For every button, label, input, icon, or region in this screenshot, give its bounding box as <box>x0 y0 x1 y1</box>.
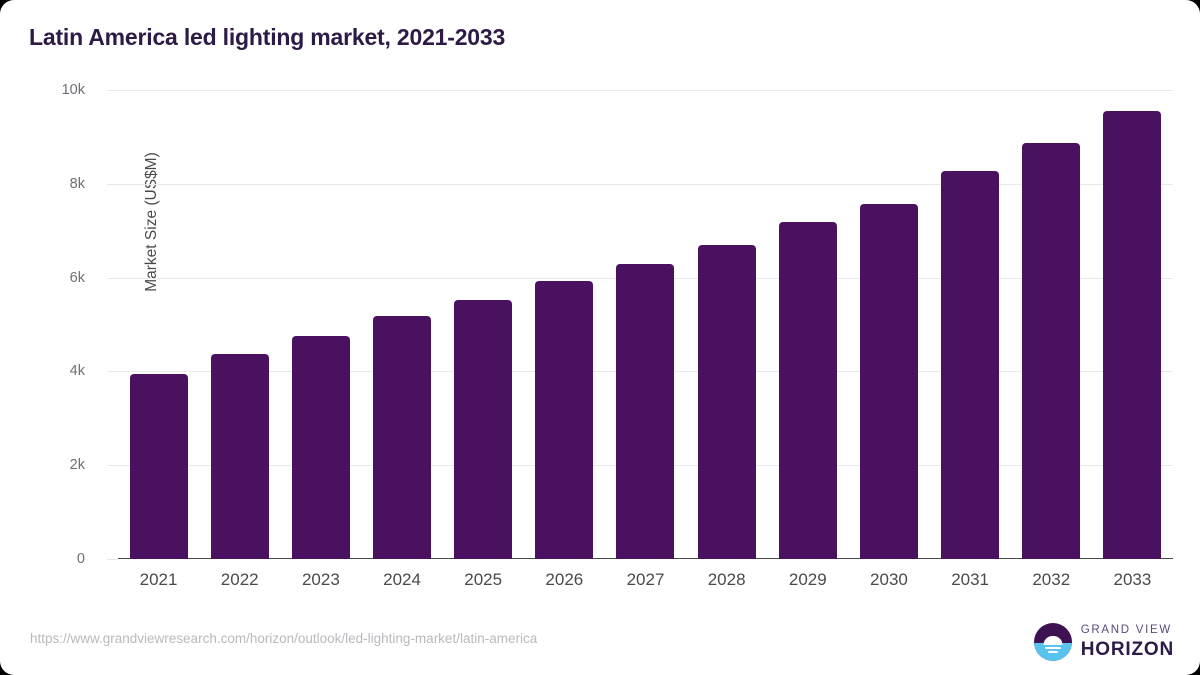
y-axis-tick-label: 8k <box>69 175 85 192</box>
sun-ray-line-1 <box>1044 646 1061 649</box>
sun-dome-shape <box>1043 635 1063 646</box>
bar-group <box>1011 90 1092 559</box>
y-axis-tick-mark <box>107 371 118 373</box>
bar[interactable] <box>859 203 918 559</box>
y-axis-tick-mark <box>107 277 118 279</box>
logo-line-grand-view: GRAND VIEW <box>1080 624 1172 637</box>
bar[interactable] <box>778 222 837 559</box>
x-axis-tick-label: 2023 <box>301 570 340 589</box>
bar[interactable] <box>941 171 1000 559</box>
gridline <box>118 90 1173 91</box>
bar-group <box>767 90 848 559</box>
x-axis-tick-label: 2021 <box>139 570 178 589</box>
bar[interactable] <box>210 354 269 559</box>
grand-view-horizon-logo: GRAND VIEW HORIZON <box>1033 620 1174 664</box>
y-axis-tick-label: 6k <box>69 269 85 286</box>
bar[interactable] <box>616 264 675 559</box>
source-url[interactable]: https://www.grandviewresearch.com/horizo… <box>30 631 538 646</box>
bar[interactable] <box>454 300 513 559</box>
bar-group <box>443 90 524 559</box>
bar-group <box>686 90 767 559</box>
bar-group <box>118 90 199 559</box>
bar[interactable] <box>129 373 188 559</box>
horizon-sun-icon <box>1033 623 1072 661</box>
y-axis-tick-mark <box>107 90 118 91</box>
x-axis-tick-label: 2027 <box>626 570 665 589</box>
y-axis-tick-mark <box>107 465 118 467</box>
x-axis-tick-label: 2029 <box>788 570 827 589</box>
bar-group <box>361 90 442 559</box>
sun-ray-line-2 <box>1047 651 1058 654</box>
x-axis-tick-label: 2025 <box>464 570 503 589</box>
bar-series <box>118 90 1173 559</box>
plot-area: 0 2k 4k 6k 8k 10k 2021 2022 2023 2024 2025 2026 202… <box>62 82 1173 589</box>
bar-group <box>280 90 361 559</box>
logo-wordmark: GRAND VIEW HORIZON <box>1081 625 1174 659</box>
bar-group <box>199 90 280 559</box>
logo-line-horizon: HORIZON <box>1080 638 1174 660</box>
y-axis-tick-label: 2k <box>69 457 85 474</box>
x-axis-tick-label: 2031 <box>951 570 990 589</box>
bar-group <box>1092 90 1173 559</box>
x-axis-tick-label: 2030 <box>870 570 908 589</box>
bar-group <box>605 90 686 559</box>
x-axis-tick-label: 2033 <box>1113 570 1152 589</box>
bar[interactable] <box>535 281 594 559</box>
x-axis-tick-label: 2024 <box>383 570 421 589</box>
y-axis-tick-mark <box>107 559 118 560</box>
bar[interactable] <box>291 336 350 559</box>
bar-group <box>524 90 605 559</box>
y-axis-tick-label: 0 <box>76 551 85 567</box>
y-axis-tick-label: 10k <box>61 82 85 98</box>
gridline <box>118 183 1173 185</box>
bar-group <box>848 90 929 559</box>
x-axis-tick-label: 2032 <box>1032 570 1071 589</box>
page-title: Latin America led lighting market, 2021-… <box>29 24 506 50</box>
bar[interactable] <box>1022 143 1081 559</box>
x-axis-tick-label: 2028 <box>707 570 746 589</box>
x-axis-tick-label: 2022 <box>220 570 259 589</box>
x-axis-tick-label: 2026 <box>545 570 584 589</box>
bar[interactable] <box>697 245 756 559</box>
bar-group <box>930 90 1011 559</box>
y-axis-tick-mark <box>107 183 118 185</box>
bar[interactable] <box>1103 111 1162 559</box>
y-axis-tick-label: 4k <box>69 363 85 380</box>
bar[interactable] <box>373 316 432 559</box>
